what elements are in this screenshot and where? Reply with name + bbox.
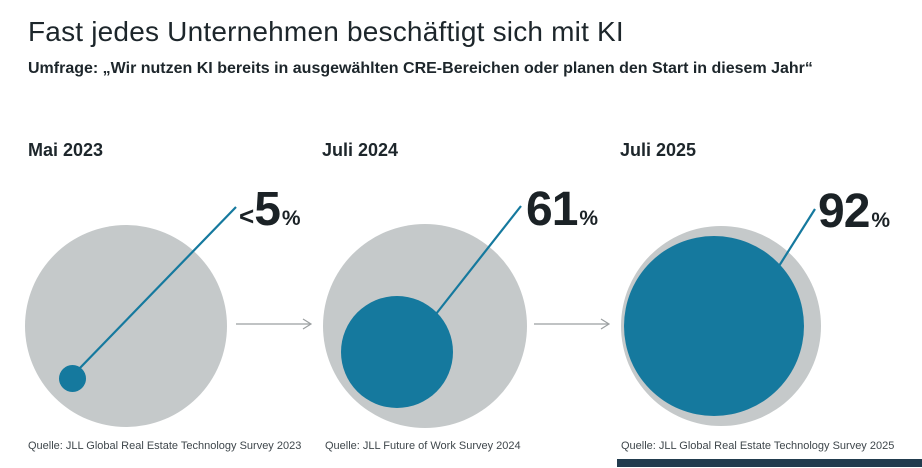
percent-value-2024: 61 xyxy=(526,183,578,236)
percent-value-2023: 5 xyxy=(254,183,281,236)
source-label-2025: Quelle: JLL Global Real Estate Technolog… xyxy=(621,440,895,452)
arrow-2023-to-2024-icon xyxy=(236,318,313,330)
inner-circle-2024 xyxy=(341,296,453,408)
date-label-mai-2023: Mai 2023 xyxy=(28,140,104,160)
percent-label-2025: 92% xyxy=(818,188,890,236)
footer-accent-bar xyxy=(617,459,922,467)
page-title: Fast jedes Unternehmen beschäftigt sich … xyxy=(28,16,624,47)
percent-label-2023: <5% xyxy=(239,186,301,234)
inner-circle-2023 xyxy=(59,365,86,392)
percent-label-2024: 61% xyxy=(526,186,598,234)
source-label-2024: Quelle: JLL Future of Work Survey 2024 xyxy=(325,440,521,452)
percent-value-2025: 92 xyxy=(818,185,870,238)
arrow-2024-to-2025-icon xyxy=(534,318,611,330)
outer-circle-2023 xyxy=(25,225,227,427)
page-subtitle: Umfrage: „Wir nutzen KI bereits in ausge… xyxy=(28,60,813,77)
source-label-2023: Quelle: JLL Global Real Estate Technolog… xyxy=(28,440,302,452)
date-label-juli-2025: Juli 2025 xyxy=(620,140,697,160)
percent-unit-2024: % xyxy=(579,207,599,230)
percent-unit-2023: % xyxy=(281,207,301,230)
inner-circle-2025 xyxy=(624,236,804,416)
percent-unit-2025: % xyxy=(871,209,891,232)
date-label-juli-2024: Juli 2024 xyxy=(322,140,399,160)
percent-prefix-2023: < xyxy=(239,201,255,231)
